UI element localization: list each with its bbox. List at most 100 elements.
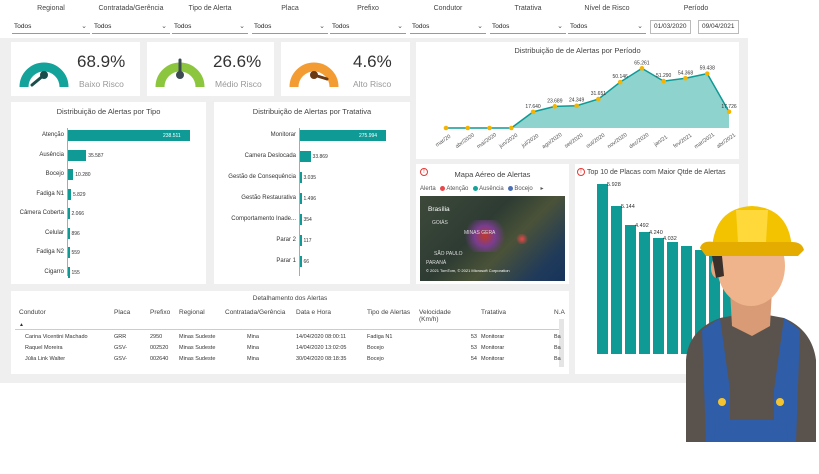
table-cell: Mina [247, 356, 259, 362]
map-card: ! Mapa Aéreo de Alertas Alerta Atenção A… [416, 164, 569, 284]
filter-regional[interactable]: Regional Todos ⌄ [12, 0, 90, 38]
filter-select[interactable]: Todos ⌄ [252, 20, 328, 34]
sort-arrow-icon[interactable]: ▲ [19, 322, 24, 328]
chevron-down-icon: ⌄ [557, 23, 563, 30]
bar[interactable] [653, 238, 664, 354]
filter-select[interactable]: Todos ⌄ [330, 20, 406, 34]
table-row[interactable]: Raquel Moreira GSV- 002520 Minas Sudeste Min… [11, 345, 561, 355]
filter-nivel-risco[interactable]: Nível de Risco Todos ⌄ [568, 0, 646, 38]
filter-select[interactable]: Todos ⌄ [172, 20, 248, 34]
bar[interactable] [667, 241, 678, 354]
data-point[interactable] [617, 79, 623, 85]
bar-category-label: Gestão Restaurativa [241, 195, 296, 201]
legend-item[interactable]: Ausência [479, 186, 504, 192]
bar[interactable] [68, 169, 74, 180]
filter-select[interactable]: Todos ⌄ [12, 20, 90, 34]
bar-value-label: 66 [303, 259, 310, 265]
table-row[interactable]: Carina Vicentini Machado GRR 2950 Minas Sud… [11, 334, 561, 344]
chart-title: Top 10 de Placas com Maior Qtde de Alert… [587, 169, 726, 176]
table-cell: Monitorar [481, 356, 505, 362]
data-point[interactable] [443, 125, 449, 131]
bar[interactable] [68, 266, 70, 278]
bar-value-label: 10.280 [75, 172, 91, 178]
bar[interactable] [625, 225, 636, 354]
bar-category-label: Celular [44, 229, 64, 236]
filter-select[interactable]: Todos ⌄ [92, 20, 170, 34]
bar-value-label: 33.869 [312, 154, 328, 160]
data-point[interactable] [704, 71, 710, 76]
filter-label: Contratada/Gerência [98, 5, 164, 12]
table-cell: 53 [470, 334, 477, 340]
bar[interactable] [300, 193, 302, 204]
column-header[interactable]: Regional [179, 309, 205, 316]
legend-next-icon[interactable]: ▸ [540, 186, 544, 192]
filter-select[interactable]: Todos ⌄ [490, 20, 566, 34]
period-start-input[interactable]: 01/03/2020 [650, 20, 691, 34]
column-header[interactable]: Tipo de Alertas [367, 309, 411, 316]
kpi-value: 26.6% [213, 52, 262, 71]
column-header[interactable]: Data e Hora [296, 309, 332, 316]
filter-placa[interactable]: Placa Todos ⌄ [252, 0, 328, 38]
bar[interactable] [300, 214, 302, 225]
bar[interactable] [68, 208, 70, 219]
data-point[interactable] [639, 66, 645, 71]
table-row[interactable]: Júlia Link Walter GSV- 002640 Minas Sudeste… [11, 356, 561, 366]
bar[interactable] [695, 249, 706, 354]
bar[interactable] [723, 257, 734, 354]
filter-contratada[interactable]: Contratada/Gerência Todos ⌄ [92, 0, 170, 38]
data-point[interactable] [530, 109, 536, 115]
bar-category-label: Atenção [41, 132, 64, 138]
map-view[interactable]: Brasília GOIÁS MINAS GERA SÃO PAULO PARA… [420, 196, 565, 281]
bar-category-label: Bocejo [45, 171, 64, 177]
filter-tratativa[interactable]: Tratativa Todos ⌄ [490, 0, 566, 38]
legend-item[interactable]: Atenção [446, 186, 469, 192]
column-header[interactable]: Placa [114, 309, 131, 316]
data-point[interactable] [726, 109, 732, 115]
data-point[interactable] [465, 125, 471, 131]
legend-item[interactable]: Bocejo [514, 186, 533, 192]
scrollbar[interactable] [559, 319, 564, 367]
bar[interactable] [68, 130, 190, 141]
filter-condutor[interactable]: Condutor Todos ⌄ [410, 0, 486, 38]
bar[interactable] [300, 235, 302, 246]
bar[interactable] [68, 247, 70, 258]
bar[interactable] [611, 206, 622, 354]
series-line [446, 67, 730, 129]
data-point[interactable] [552, 104, 558, 109]
bar[interactable] [300, 130, 386, 141]
table-cell: GSV- [114, 345, 128, 351]
column-header[interactable]: N.A [554, 309, 565, 316]
warning-icon[interactable]: ! [577, 168, 585, 176]
data-point[interactable] [683, 75, 688, 81]
data-point[interactable] [661, 78, 666, 84]
column-header[interactable]: Contratada/Gerência [225, 309, 286, 316]
column-header[interactable]: Prefixo [150, 309, 171, 316]
warning-icon[interactable]: ! [420, 168, 428, 176]
bar[interactable] [681, 245, 692, 354]
bar[interactable] [709, 253, 720, 354]
filter-tipo-alerta[interactable]: Tipo de Alerta Todos ⌄ [172, 0, 248, 38]
bar[interactable] [597, 184, 608, 354]
bar[interactable] [68, 188, 71, 200]
bar[interactable] [68, 227, 70, 239]
filter-select[interactable]: Todos ⌄ [410, 20, 486, 34]
column-header[interactable]: Tratativa [481, 309, 507, 316]
data-point[interactable] [509, 125, 514, 131]
period-end-input[interactable]: 09/04/2021 [698, 20, 739, 34]
bar[interactable] [68, 149, 87, 161]
bar-value-label: 35.587 [88, 152, 104, 159]
filter-periodo: Período 01/03/2020 09/04/2021 [648, 0, 744, 38]
divider [15, 329, 563, 330]
bar[interactable] [639, 232, 650, 354]
data-point[interactable] [487, 125, 492, 131]
column-header[interactable]: Velocidade (Km/h) [419, 309, 451, 323]
map-alert-cluster [515, 234, 529, 244]
column-header[interactable]: Condutor [19, 309, 46, 316]
filter-select[interactable]: Todos ⌄ [568, 20, 646, 34]
bar[interactable] [300, 256, 302, 267]
data-point[interactable] [596, 96, 601, 102]
bar[interactable] [300, 172, 302, 183]
filter-prefixo[interactable]: Prefixo Todos ⌄ [330, 0, 406, 38]
bar[interactable] [300, 151, 311, 162]
data-point[interactable] [574, 103, 579, 109]
